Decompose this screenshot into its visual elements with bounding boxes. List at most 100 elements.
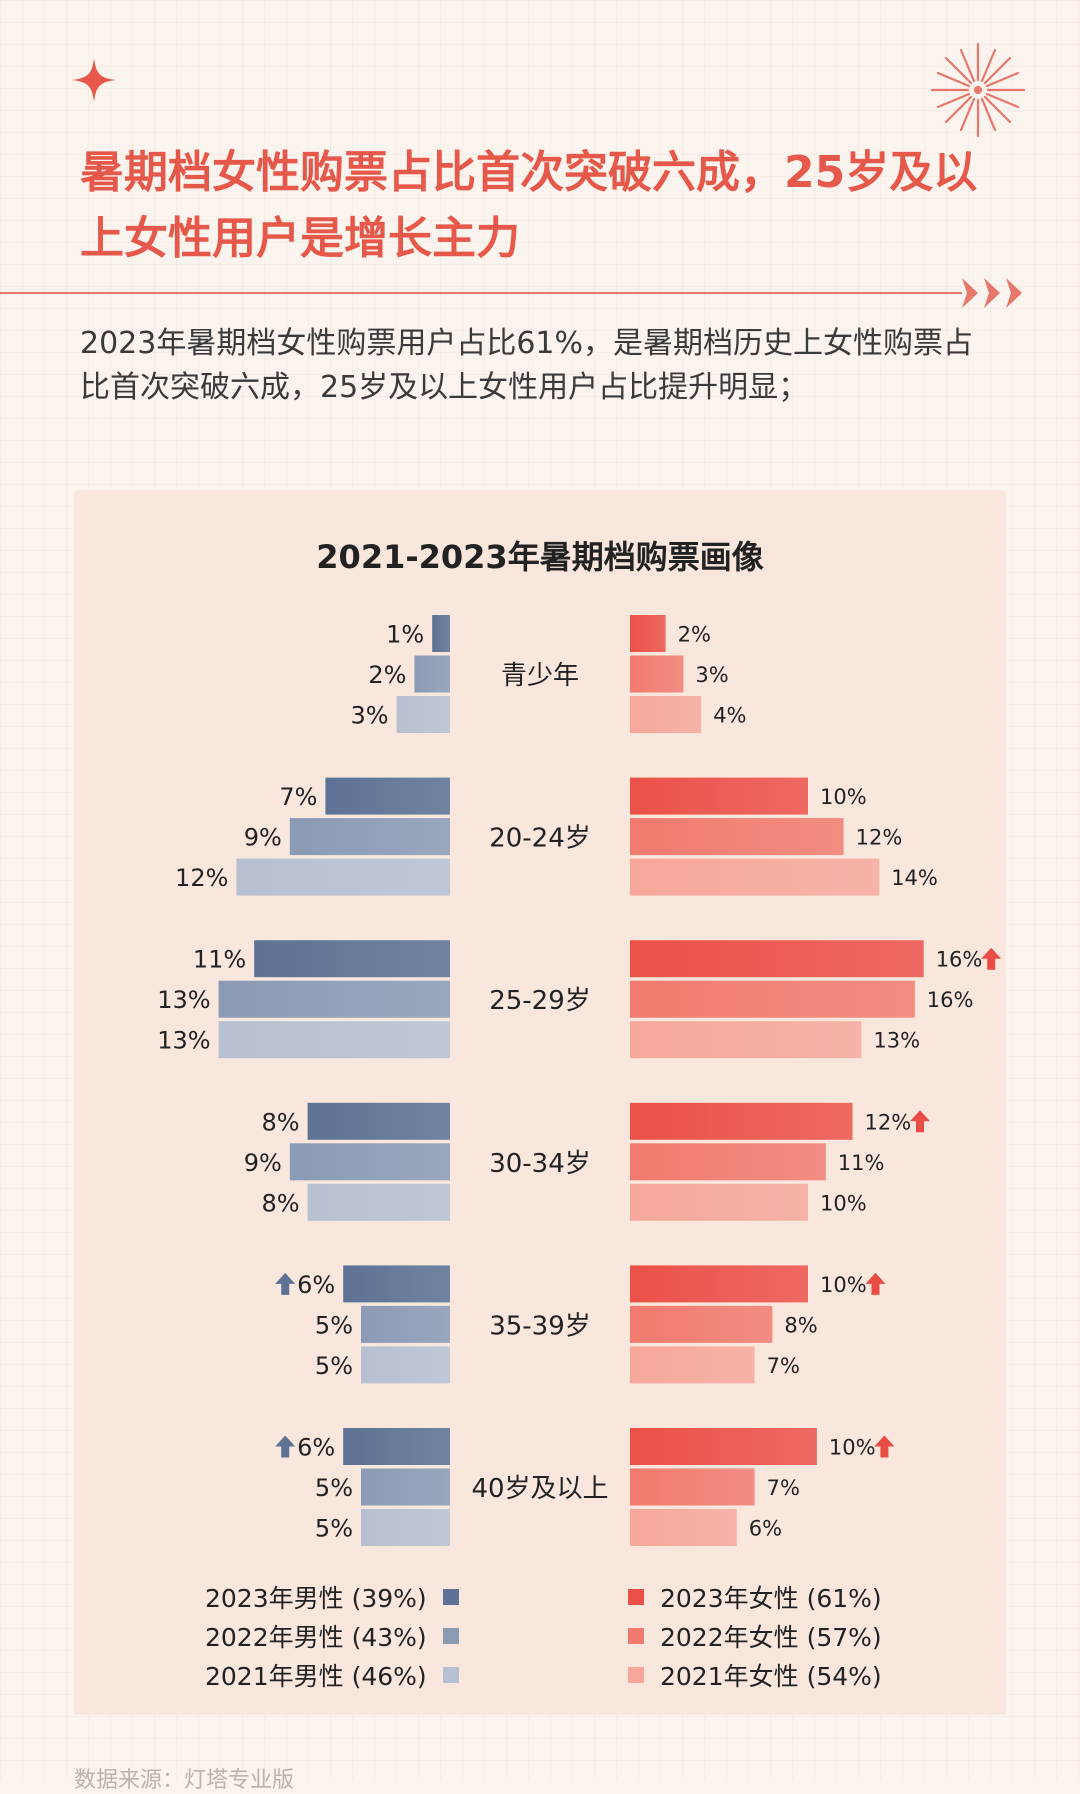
increase-arrow-icon [981, 947, 1002, 970]
data-label-male: 7% [279, 783, 317, 811]
data-label-male: 13% [157, 1027, 210, 1055]
data-label-female: 10% [820, 1191, 867, 1215]
sparkle-icon [72, 58, 116, 102]
data-label-male: 9% [244, 824, 282, 852]
bar-male [361, 1468, 450, 1506]
bar-female [630, 777, 808, 815]
bar-female [630, 858, 880, 896]
data-label-male: 12% [175, 864, 228, 892]
bar-male [307, 1183, 450, 1221]
bar-male [218, 1021, 450, 1059]
legend-label: 2022年男性 (43%) [205, 1622, 427, 1652]
bar-male [343, 1265, 450, 1303]
category-label: 20-24岁 [489, 824, 591, 854]
bar-female [630, 1305, 773, 1343]
legend-label: 2021年男性 (46%) [205, 1661, 427, 1691]
data-label-female: 10% [829, 1436, 876, 1460]
legend-label: 2023年男性 (39%) [205, 1583, 427, 1613]
bar-male [218, 980, 450, 1018]
category-label: 30-34岁 [489, 1149, 591, 1179]
page-title: 暑期档女性购票占比首次突破六成，25岁及以上女性用户是增长主力 [80, 147, 978, 264]
data-label-male: 8% [262, 1189, 300, 1217]
legend-label: 2023年女性 (61%) [660, 1583, 882, 1613]
bar-female [630, 1468, 755, 1506]
legend-item: 2022年女性 (57%) [628, 1622, 882, 1652]
category-label: 青少年 [501, 661, 579, 691]
data-label-female: 7% [767, 1476, 800, 1500]
firework-icon [930, 42, 1026, 138]
bar-female [630, 940, 924, 978]
data-label-male: 2% [368, 661, 406, 689]
data-label-female: 16% [936, 948, 983, 972]
data-label-male: 5% [315, 1352, 353, 1380]
bar-female [630, 615, 666, 652]
bar-male [361, 1305, 450, 1343]
legend-male: 2023年男性 (39%) 2022年男性 (43%) 2021年男性 (46%… [205, 1583, 459, 1691]
title-divider [0, 292, 962, 294]
bar-male [254, 940, 450, 978]
legend-swatch [442, 1588, 459, 1605]
data-label-female: 11% [838, 1151, 885, 1175]
bar-female [630, 1346, 755, 1384]
bar-male [361, 1346, 450, 1384]
legend-item: 2023年女性 (61%) [628, 1583, 882, 1613]
data-label-female: 8% [784, 1313, 817, 1337]
increase-arrow-icon [874, 1435, 895, 1458]
increase-arrow-icon [910, 1110, 930, 1133]
category-label: 25-29岁 [489, 986, 591, 1016]
increase-arrow-icon [865, 1272, 886, 1295]
data-source: 数据来源：灯塔专业版 [74, 1768, 295, 1793]
legend-item: 2021年男性 (46%) [205, 1661, 459, 1691]
data-label-female: 10% [820, 785, 867, 809]
bar-female [630, 818, 844, 856]
bar-male [325, 777, 450, 815]
legend-swatch [628, 1627, 644, 1644]
data-label-male: 9% [244, 1149, 282, 1177]
bar-female [630, 1021, 862, 1059]
bar-female [630, 980, 915, 1018]
data-label-male: 13% [157, 986, 210, 1014]
bar-male [236, 858, 450, 896]
data-label-male: 8% [262, 1108, 300, 1136]
legend-label: 2021年女性 (54%) [660, 1661, 882, 1691]
legend-item: 2022年男性 (43%) [205, 1622, 459, 1652]
bar-male [414, 655, 450, 693]
page-subtitle: 2023年暑期档女性购票用户占比61%，是暑期档历史上女性购票占比首次突破六成，… [80, 326, 974, 405]
legend-swatch [442, 1627, 459, 1644]
data-label-male: 6% [297, 1271, 335, 1299]
bar-female [630, 1183, 808, 1221]
population-pyramid-chart: 青少年 1% 2% 2% 3% 3% 4% 20-24岁 7% 10% 9% 12% 12% 14% 25-… [157, 615, 1002, 1546]
bar-male [289, 1143, 450, 1181]
chart-card [74, 490, 1006, 1715]
data-label-female: 12% [856, 826, 903, 850]
bar-female [630, 1265, 808, 1303]
data-label-male: 5% [315, 1311, 353, 1339]
data-label-male: 5% [315, 1474, 353, 1502]
increase-arrow-icon [275, 1435, 296, 1458]
category-label: 40岁及以上 [471, 1474, 608, 1504]
chart-title: 2021-2023年暑期档购票画像 [316, 538, 764, 576]
data-label-female: 12% [865, 1110, 912, 1134]
legend-female: 2023年女性 (61%) 2022年女性 (57%) 2021年女性 (54%… [628, 1583, 882, 1691]
triple-arrow-icon [962, 278, 1022, 308]
bar-male [361, 1509, 450, 1546]
data-label-male: 11% [193, 946, 246, 974]
data-label-male: 3% [351, 702, 389, 730]
data-label-female: 4% [713, 704, 746, 728]
legend-item: 2021年女性 (54%) [628, 1661, 882, 1691]
bar-female [630, 1428, 817, 1465]
category-label: 35-39岁 [489, 1311, 591, 1341]
legend-label: 2022年女性 (57%) [660, 1622, 882, 1652]
data-label-female: 3% [695, 663, 728, 687]
data-label-male: 5% [315, 1515, 353, 1543]
bar-female [630, 1143, 826, 1181]
bar-female [630, 655, 684, 693]
bar-female [630, 1102, 853, 1140]
legend-swatch [442, 1666, 459, 1683]
data-label-female: 2% [678, 623, 711, 647]
bar-male [289, 818, 450, 856]
bar-female [630, 1509, 737, 1546]
bar-male [307, 1102, 450, 1140]
legend-item: 2023年男性 (39%) [205, 1583, 459, 1613]
data-label-male: 6% [297, 1434, 335, 1462]
